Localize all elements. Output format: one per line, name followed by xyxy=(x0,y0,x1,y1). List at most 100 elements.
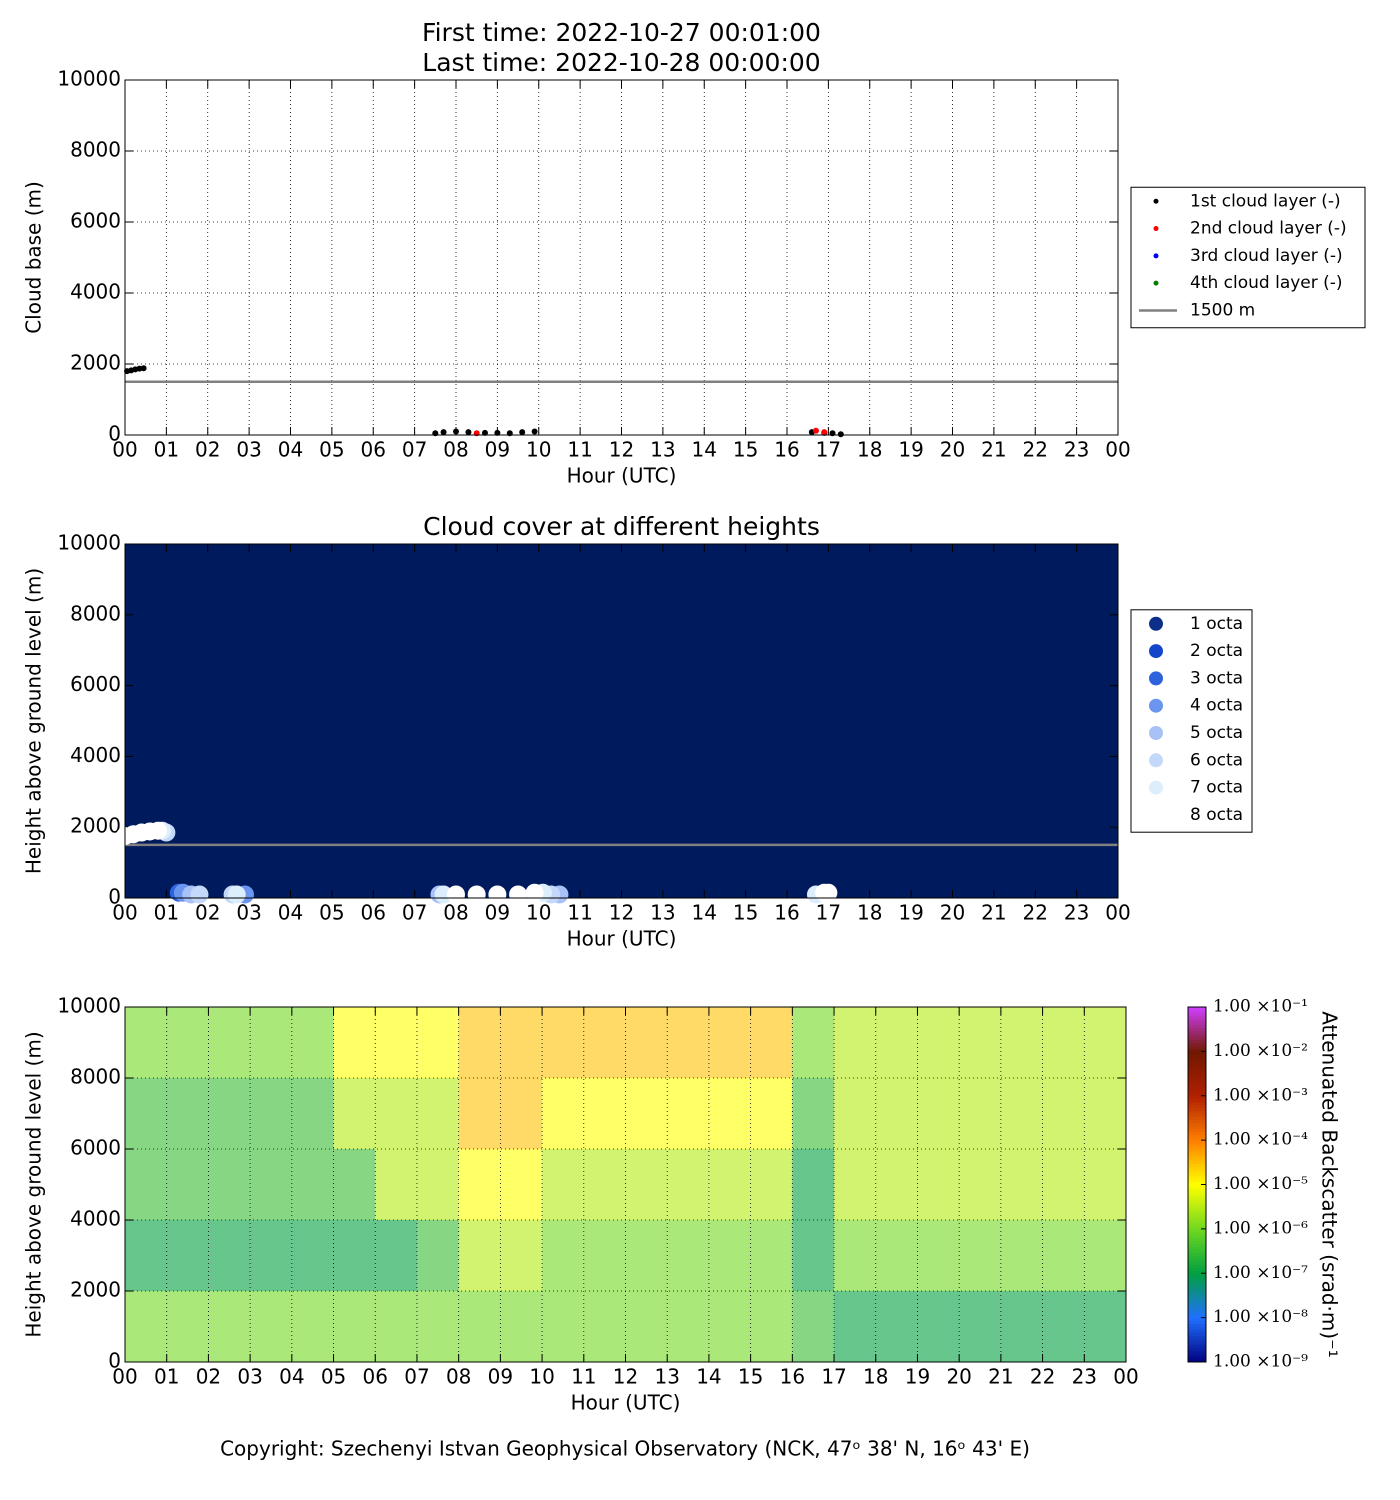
colorbar-tick-label: 1.00 ×10⁻³ xyxy=(1213,1085,1308,1105)
data-point xyxy=(519,429,526,436)
legend-box xyxy=(1130,186,1366,329)
x-tick-label: 05 xyxy=(319,901,344,925)
colorbar-swatch xyxy=(1188,1015,1206,1020)
heatmap-cell xyxy=(667,1291,709,1362)
colorbar-tick-label: 1.00 ×10⁻¹ xyxy=(1213,997,1308,1017)
heatmap-cell xyxy=(625,1149,668,1220)
colorbar-swatch xyxy=(1188,1092,1206,1097)
data-point xyxy=(190,885,209,904)
x-tick-label: 19 xyxy=(898,901,923,925)
colorbar-swatch xyxy=(1188,1359,1206,1363)
heatmap-cell xyxy=(375,1291,417,1362)
colorbar-swatch xyxy=(1188,1078,1206,1082)
y-tick-label: 10000 xyxy=(57,531,121,555)
colorbar-swatch xyxy=(1188,1119,1206,1123)
x-tick-label: 02 xyxy=(195,901,220,925)
colorbar-swatch xyxy=(1188,1350,1206,1354)
data-point xyxy=(821,429,828,436)
heatmap-cell xyxy=(834,1220,876,1291)
x-tick-label: 20 xyxy=(940,438,965,462)
heatmap-cell xyxy=(166,1078,209,1149)
colorbar-swatch xyxy=(1188,1101,1206,1106)
colorbar-swatch xyxy=(1188,1252,1206,1256)
x-tick-label: 17 xyxy=(816,901,841,925)
colorbar-swatch xyxy=(1188,1214,1206,1218)
chart-subtitle: Last time: 2022-10-28 00:00:00 xyxy=(422,48,820,77)
colorbar-swatch xyxy=(1188,1054,1206,1058)
colorbar-swatch xyxy=(1188,1205,1206,1209)
legend-label: 7 octa xyxy=(1190,778,1243,798)
heatmap-cell xyxy=(542,1291,584,1362)
x-tick-label: 13 xyxy=(654,1365,679,1389)
heatmap-cell xyxy=(500,1291,543,1362)
colorbar-swatch xyxy=(1188,1302,1206,1307)
legend-marker xyxy=(1149,671,1163,686)
colorbar-swatch xyxy=(1188,1143,1206,1147)
colorbar-swatch xyxy=(1188,1072,1206,1076)
colorbar-swatch xyxy=(1188,1157,1206,1162)
colorbar-swatch xyxy=(1188,1356,1206,1360)
x-tick-label: 14 xyxy=(692,438,717,462)
heatmap-cell xyxy=(416,1220,459,1291)
heatmap-cell xyxy=(250,1220,292,1291)
heatmap-cell xyxy=(625,1007,668,1078)
x-tick-label: 18 xyxy=(857,901,882,925)
x-tick-label: 06 xyxy=(361,438,386,462)
x-tick-label: 04 xyxy=(279,1365,304,1389)
heatmap-cell xyxy=(1000,1149,1043,1220)
colorbar-swatch xyxy=(1188,1007,1206,1011)
heatmap-cell xyxy=(1084,1291,1126,1362)
colorbar-swatch xyxy=(1188,1288,1206,1292)
colorbar-swatch xyxy=(1188,1222,1206,1227)
colorbar-swatch xyxy=(1188,1249,1206,1254)
heatmap-cell xyxy=(291,1078,334,1149)
heatmap-cell xyxy=(333,1078,376,1149)
colorbar-swatch xyxy=(1188,1190,1206,1194)
colorbar-swatch xyxy=(1188,1220,1206,1224)
colorbar-swatch xyxy=(1188,1240,1206,1245)
heatmap-cell xyxy=(792,1078,835,1149)
heatmap-cell xyxy=(250,1291,292,1362)
colorbar-swatch xyxy=(1188,1125,1206,1129)
colorbar-swatch xyxy=(1188,1258,1206,1262)
legend-label: 3 octa xyxy=(1190,668,1243,688)
x-tick-label: 01 xyxy=(154,1365,179,1389)
heatmap-cell xyxy=(875,1078,918,1149)
x-tick-label: 13 xyxy=(650,901,675,925)
heatmap-cell xyxy=(1042,1291,1085,1362)
data-point xyxy=(494,429,501,436)
heatmap-cell xyxy=(875,1007,918,1078)
heatmap-cell xyxy=(708,1220,751,1291)
x-tick-label: 00 xyxy=(1105,901,1130,925)
y-axis-label: Height above ground level (m) xyxy=(22,1031,46,1337)
heatmap-cell xyxy=(542,1078,584,1149)
colorbar-tick-label: 1.00 ×10⁻⁷ xyxy=(1213,1263,1308,1283)
x-tick-label: 02 xyxy=(195,438,220,462)
y-axis-label: Cloud base (m) xyxy=(22,181,46,334)
x-tick-label: 13 xyxy=(650,438,675,462)
colorbar-swatch xyxy=(1188,1332,1206,1336)
colorbar-swatch xyxy=(1188,1163,1206,1168)
y-tick-label: 2000 xyxy=(70,351,121,375)
colorbar-swatch xyxy=(1188,1317,1206,1322)
data-point xyxy=(453,428,459,435)
heatmap-cell xyxy=(583,1078,626,1149)
heatmap-cell xyxy=(875,1291,918,1362)
heatmap-cell xyxy=(375,1007,417,1078)
colorbar-swatch xyxy=(1188,1098,1206,1103)
data-point xyxy=(812,427,819,434)
x-tick-label: 00 xyxy=(112,438,137,462)
colorbar-swatch xyxy=(1188,1234,1206,1239)
heatmap-cell xyxy=(1084,1007,1126,1078)
y-tick-label: 0 xyxy=(108,885,121,909)
colorbar-swatch xyxy=(1188,1264,1206,1268)
heatmap-cell xyxy=(1042,1149,1085,1220)
x-tick-label: 03 xyxy=(237,1365,262,1389)
heatmap-cell xyxy=(125,1078,167,1149)
colorbar-tick-label: 1.00 ×10⁻⁹ xyxy=(1213,1352,1308,1372)
y-tick-label: 4000 xyxy=(70,1207,121,1231)
heatmap-cell xyxy=(917,1007,960,1078)
legend-label: 8 octa xyxy=(1190,805,1243,825)
heatmap-cell xyxy=(583,1220,626,1291)
